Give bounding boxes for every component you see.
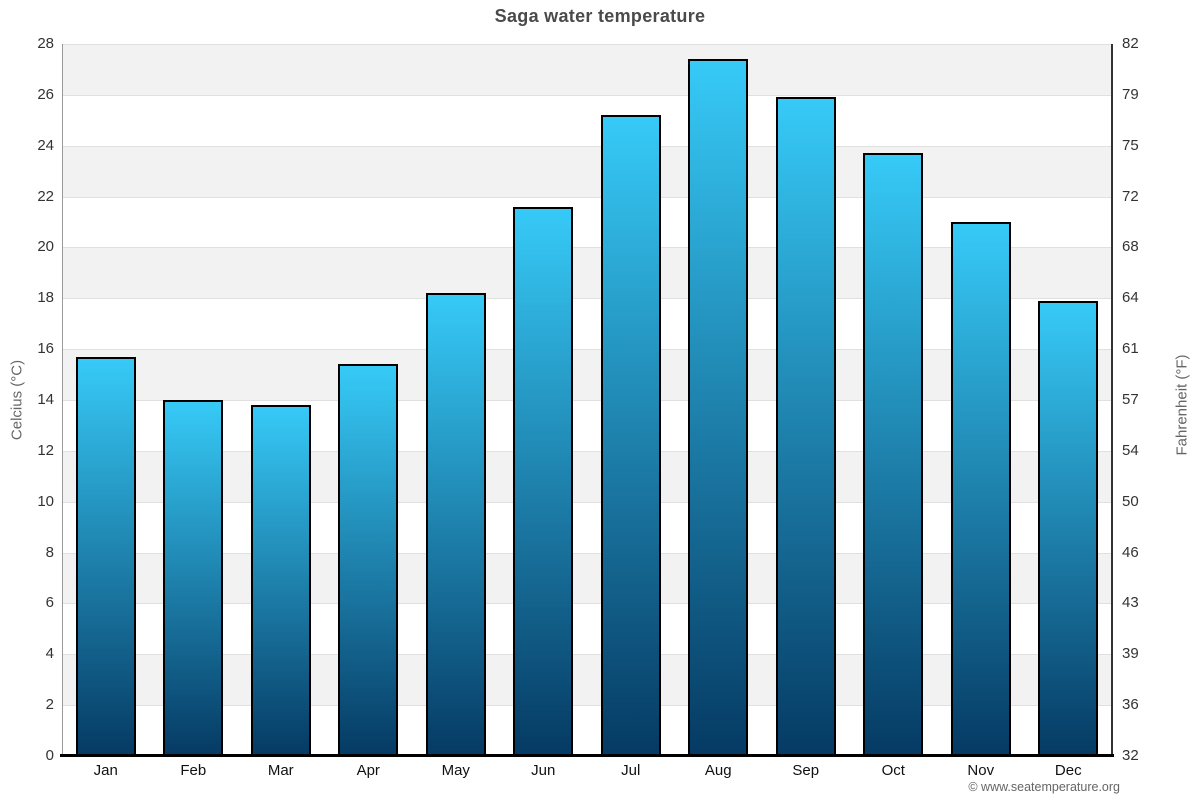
right-tick-75: 75 xyxy=(1122,136,1139,154)
x-label-apr: Apr xyxy=(356,762,380,779)
left-tick-8: 8 xyxy=(45,543,54,561)
right-tick-68: 68 xyxy=(1122,238,1139,256)
x-label-oct: Oct xyxy=(881,762,905,779)
bar-may xyxy=(425,293,486,756)
gridline xyxy=(62,603,1112,605)
plot-band xyxy=(62,349,1112,400)
right-tick-79: 79 xyxy=(1122,85,1139,103)
gridline xyxy=(62,44,1112,45)
gridline xyxy=(62,654,1112,656)
gridline xyxy=(62,400,1112,401)
x-label-jan: Jan xyxy=(93,762,118,779)
plot-band xyxy=(62,654,1112,706)
gridline xyxy=(62,196,1112,198)
plot-area xyxy=(62,44,1112,756)
bar-dec xyxy=(1038,300,1099,756)
gridline xyxy=(62,145,1112,147)
x-label-jun: Jun xyxy=(531,762,556,779)
right-axis-line xyxy=(1111,44,1113,756)
x-label-dec: Dec xyxy=(1054,762,1082,779)
right-tick-72: 72 xyxy=(1122,187,1139,205)
left-tick-20: 20 xyxy=(37,238,54,256)
right-tick-82: 82 xyxy=(1122,35,1139,52)
left-tick-16: 16 xyxy=(37,340,54,358)
left-tick-26: 26 xyxy=(37,85,54,103)
bar-mar xyxy=(250,405,311,756)
left-tick-12: 12 xyxy=(37,441,54,459)
left-axis-line xyxy=(62,44,63,756)
plot-band xyxy=(62,145,1112,197)
right-tick-50: 50 xyxy=(1122,492,1139,510)
right-tick-36: 36 xyxy=(1122,696,1139,714)
left-tick-28: 28 xyxy=(37,35,54,52)
x-label-feb: Feb xyxy=(180,762,207,779)
copyright-text: © www.seatemperature.org xyxy=(968,780,1120,794)
gridline xyxy=(62,247,1112,249)
x-label-may: May xyxy=(441,762,470,779)
x-label-mar: Mar xyxy=(267,762,294,779)
gridline xyxy=(62,501,1112,503)
bar-aug xyxy=(688,59,749,756)
plot-band xyxy=(62,247,1112,299)
gridline xyxy=(62,298,1112,300)
bar-jun xyxy=(513,206,574,756)
x-label-sep: Sep xyxy=(792,762,820,779)
bar-oct xyxy=(863,153,924,756)
gridline xyxy=(62,705,1112,707)
gridline xyxy=(62,552,1112,554)
right-tick-39: 39 xyxy=(1122,645,1139,663)
x-label-jul: Jul xyxy=(621,762,641,779)
right-tick-32: 32 xyxy=(1122,747,1139,764)
y-axis-label-fahrenheit: Fahrenheit (°F) xyxy=(1173,354,1191,456)
x-label-aug: Aug xyxy=(704,762,732,779)
plot-band xyxy=(62,450,1112,502)
left-tick-10: 10 xyxy=(37,492,54,510)
x-label-nov: Nov xyxy=(967,762,995,779)
right-tick-57: 57 xyxy=(1122,391,1139,408)
right-tick-46: 46 xyxy=(1122,543,1139,561)
right-tick-64: 64 xyxy=(1122,289,1139,307)
bar-jan xyxy=(75,356,136,756)
bar-sep xyxy=(775,97,836,756)
left-tick-0: 0 xyxy=(45,747,54,764)
left-tick-18: 18 xyxy=(37,289,54,307)
bar-jul xyxy=(600,115,661,756)
left-tick-2: 2 xyxy=(45,696,54,714)
right-tick-61: 61 xyxy=(1122,340,1139,358)
gridline xyxy=(62,94,1112,96)
plot-band xyxy=(62,552,1112,604)
gridline xyxy=(62,450,1112,452)
bar-nov xyxy=(950,222,1011,756)
left-tick-4: 4 xyxy=(45,645,54,663)
chart-title: Saga water temperature xyxy=(494,6,706,26)
left-tick-14: 14 xyxy=(37,391,54,408)
plot-band xyxy=(62,44,1112,95)
right-tick-43: 43 xyxy=(1122,594,1139,612)
left-tick-6: 6 xyxy=(45,594,54,612)
left-tick-22: 22 xyxy=(37,187,54,205)
left-tick-24: 24 xyxy=(37,136,54,154)
right-tick-54: 54 xyxy=(1122,441,1139,459)
bar-apr xyxy=(338,364,399,756)
bar-feb xyxy=(163,400,224,756)
bottom-axis-line xyxy=(60,754,1114,757)
gridline xyxy=(62,349,1112,351)
